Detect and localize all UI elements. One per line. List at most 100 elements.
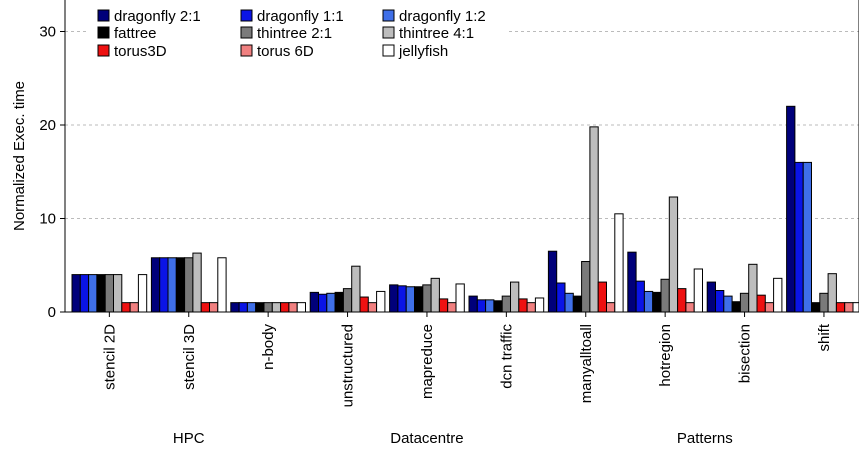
bar-mapreduce-thintree-4-1 [430,277,440,313]
legend-swatch-torus-6d [240,44,253,57]
bar-mapreduce-torus3d [438,298,449,313]
x-tick-label-dcn-traffic: dcn traffic [498,324,515,389]
legend-label-jellyfish: jellyfish [398,43,448,60]
bar-shift-thintree-2-1 [819,292,829,313]
bar-unstructured-dragonfly-2-1 [309,291,320,313]
bar-bisection-thintree-4-1 [748,263,758,313]
bar-manyalltoall-torus3d [597,281,608,313]
bar-stencil-2d-dragonfly-2-1 [71,274,81,313]
bar-stencil-3d-dragonfly-1-1 [159,257,169,313]
bar-unstructured-torus3d [359,296,369,313]
bar-shift-jellyfish [852,302,859,313]
bar-shift-torus-6d [844,302,854,313]
bar-stencil-2d-fattree [96,274,106,313]
y-tick-label-30: 30 [39,24,56,41]
bar-manyalltoall-torus-6d [606,302,616,313]
bar-stencil-3d-dragonfly-2-1 [150,257,161,313]
bar-bisection-dragonfly-1-2 [723,295,733,313]
bar-bisection-fattree [731,301,741,313]
bars [71,105,859,313]
group-labels: HPC Datacentre Patterns [173,430,733,447]
bar-n-body-fattree [255,302,265,313]
legend-label-thintree-2-1: thintree 2:1 [257,25,332,42]
bar-bisection-torus3d [756,294,766,313]
bar-dcn-traffic-dragonfly-1-1 [476,299,487,313]
bar-stencil-3d-thintree-2-1 [184,257,194,313]
bar-unstructured-fattree [334,291,344,313]
bar-stencil-2d-torus-6d [129,302,139,313]
bar-mapreduce-dragonfly-1-2 [405,286,416,313]
x-tick-label-bisection: bisection [737,324,754,383]
bar-n-body-torus3d [280,302,290,313]
bar-bisection-jellyfish [773,277,783,313]
bar-hotregion-thintree-4-1 [668,196,679,313]
bar-dcn-traffic-jellyfish [534,297,545,313]
legend-swatch-dragonfly-1-2 [382,9,395,22]
bar-hotregion-torus-6d [685,302,695,313]
legend-label-dragonfly-1-2: dragonfly 1:2 [399,8,486,25]
bar-shift-fattree [811,302,821,313]
bar-bisection-dragonfly-2-1 [706,281,717,313]
bar-bisection-torus-6d [764,302,775,313]
bar-mapreduce-fattree [414,286,424,313]
legend-label-thintree-4-1: thintree 4:1 [399,25,474,42]
bar-n-body-thintree-4-1 [271,302,282,313]
y-tick-label-20: 20 [39,117,56,134]
legend-swatch-thintree-2-1 [240,26,253,39]
legend-label-torus-6d: torus 6D [257,43,314,60]
bar-manyalltoall-jellyfish [614,213,624,313]
bar-n-body-dragonfly-1-1 [238,302,248,313]
legend-background [88,3,506,63]
y-axis-label: Normalized Exec. time [11,81,28,231]
bar-dcn-traffic-torus-6d [526,302,536,313]
bar-hotregion-torus3d [677,288,687,313]
x-tick-label-n-body: n-body [260,324,277,370]
bar-dcn-traffic-thintree-2-1 [501,295,512,313]
bar-n-body-jellyfish [296,302,307,313]
bar-hotregion-dragonfly-1-1 [635,280,645,313]
bar-unstructured-thintree-2-1 [342,288,353,313]
bar-stencil-3d-dragonfly-1-2 [167,257,177,313]
bar-stencil-3d-thintree-4-1 [192,252,202,313]
bar-dcn-traffic-torus3d [518,298,528,313]
bar-n-body-torus-6d [288,302,298,313]
bar-stencil-2d-thintree-4-1 [113,274,123,313]
bar-hotregion-jellyfish [693,268,704,313]
legend-swatch-fattree [97,26,110,39]
legend-swatch-dragonfly-2-1 [97,9,110,22]
bar-stencil-3d-torus-6d [209,302,219,313]
bar-unstructured-dragonfly-1-2 [326,292,336,313]
x-tick-label-stencil-2d: stencil 2D [101,324,118,390]
bar-unstructured-thintree-4-1 [351,265,361,313]
y-ticks: 0 10 20 30 [39,24,65,321]
legend-label-dragonfly-2-1: dragonfly 2:1 [114,8,201,25]
bar-bisection-thintree-2-1 [739,292,750,313]
x-tick-label-shift: shift [816,323,833,351]
legend-swatch-thintree-4-1 [382,26,395,39]
bar-mapreduce-torus-6d [447,302,457,313]
legend-swatch-dragonfly-1-1 [240,9,253,22]
y-tick-label-0: 0 [48,304,56,321]
bar-bisection-dragonfly-1-1 [715,290,725,313]
bar-mapreduce-dragonfly-1-1 [397,285,407,313]
legend-swatch-jellyfish [382,44,395,57]
bar-stencil-2d-dragonfly-1-2 [88,274,98,313]
bar-hotregion-dragonfly-1-2 [643,290,654,313]
bar-manyalltoall-dragonfly-1-1 [556,282,566,313]
x-tick-label-hotregion: hotregion [657,324,674,387]
group-label-patterns: Patterns [677,430,733,447]
bar-n-body-dragonfly-2-1 [230,302,240,313]
bar-hotregion-fattree [652,291,662,313]
bar-hotregion-dragonfly-2-1 [627,251,637,313]
bar-shift-dragonfly-1-1 [794,161,804,313]
bar-dcn-traffic-dragonfly-1-2 [485,299,495,313]
bar-unstructured-jellyfish [376,290,386,313]
bar-hotregion-thintree-2-1 [660,278,670,313]
bar-stencil-2d-dragonfly-1-1 [79,274,90,313]
bar-dcn-traffic-dragonfly-2-1 [468,295,478,313]
bar-shift-thintree-4-1 [827,273,837,313]
legend: dragonfly 2:1 dragonfly 1:1 dragonfly 1:2 f… [88,3,506,63]
axes [64,0,859,313]
y-tick-label-10: 10 [39,211,56,228]
